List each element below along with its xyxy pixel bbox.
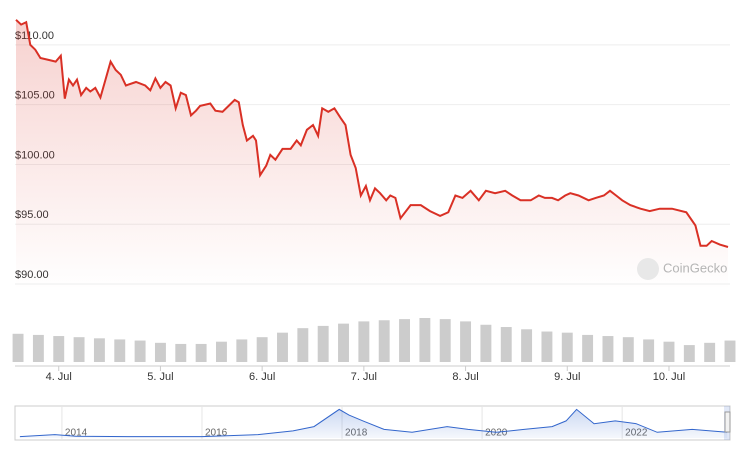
volume-bar xyxy=(297,328,309,362)
volume-bar xyxy=(521,329,533,362)
volume-bar xyxy=(195,343,207,362)
navigator-handle[interactable] xyxy=(724,411,731,433)
volume-bar xyxy=(317,325,329,362)
volume-bar xyxy=(134,340,146,362)
volume-bar xyxy=(561,332,573,362)
volume-bar xyxy=(338,323,349,362)
volume-bar xyxy=(419,318,431,362)
x-tick-label: 6. Jul xyxy=(249,371,275,383)
volume-bar xyxy=(500,327,512,362)
x-tick-label: 4. Jul xyxy=(46,371,72,383)
volume-bar xyxy=(358,321,370,362)
watermark: CoinGecko xyxy=(663,260,727,275)
watermark-logo xyxy=(637,258,659,280)
volume-bar xyxy=(277,332,288,362)
volume-bar xyxy=(93,338,105,362)
volume-bar xyxy=(175,343,187,362)
volume-bar xyxy=(53,336,65,362)
volume-bar xyxy=(724,340,736,362)
volume-bar xyxy=(378,320,390,362)
volume-bar xyxy=(643,339,655,362)
x-tick-label: 10. Jul xyxy=(653,371,685,383)
volume-bar xyxy=(582,334,594,362)
x-tick-label: 8. Jul xyxy=(452,371,478,383)
chart-panel: 20142016201820202022 xyxy=(19,406,728,440)
volume-bar xyxy=(216,341,227,362)
volume-bar xyxy=(541,331,553,362)
volume-bar xyxy=(12,333,24,362)
x-tick-label: 2014 xyxy=(65,428,88,439)
volume-bar xyxy=(622,337,634,362)
volume-bar xyxy=(602,336,614,362)
volume-bar xyxy=(114,339,126,362)
x-tick-label: 9. Jul xyxy=(554,371,580,383)
volume-bar xyxy=(704,342,716,362)
volume-bar xyxy=(439,319,451,362)
volume-bar xyxy=(663,341,675,362)
volume-bar xyxy=(32,334,44,362)
volume-bar xyxy=(460,321,472,362)
volume-bar xyxy=(154,342,166,362)
volume-bar xyxy=(256,337,268,362)
volume-bar xyxy=(236,339,248,362)
volume-bar xyxy=(73,337,85,362)
volume-bar xyxy=(480,324,492,362)
volume-bar xyxy=(399,319,410,362)
chart-panel: 4. Jul 5. Jul 6. Jul 7. Jul 8. Jul 9. Jul 10. … xyxy=(12,318,736,383)
volume-bar xyxy=(683,345,695,362)
area xyxy=(16,19,728,291)
line xyxy=(15,19,729,248)
x-tick-label: 7. Jul xyxy=(351,371,377,383)
chart-panel: $90.00$95.00$100.00$105.00$110.00CoinGec… xyxy=(15,19,730,291)
area xyxy=(19,409,728,438)
x-tick-label: 5. Jul xyxy=(147,371,173,383)
x-tick-label: 2016 xyxy=(205,428,228,439)
line xyxy=(19,408,728,438)
